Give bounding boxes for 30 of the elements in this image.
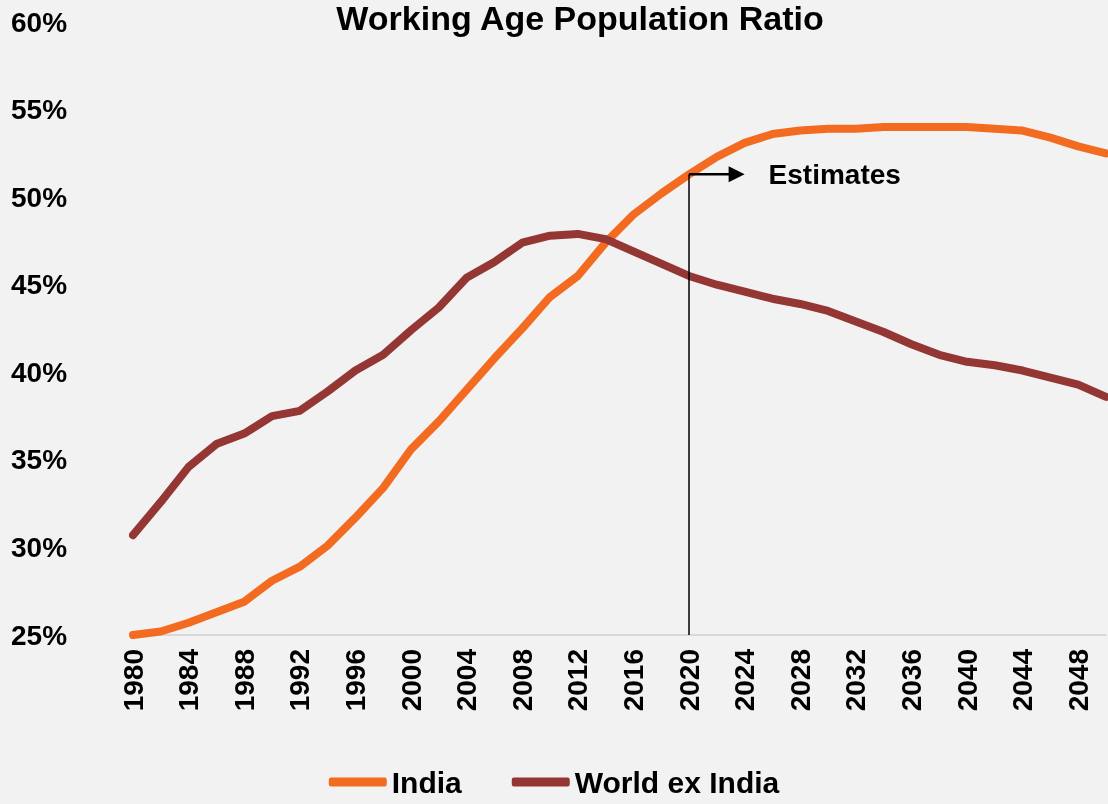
x-tick-label: 2048 xyxy=(1062,649,1094,712)
x-tick-label: 1988 xyxy=(228,649,260,712)
x-tick-label: 1984 xyxy=(173,648,205,712)
x-tick-label: 2008 xyxy=(506,649,538,712)
x-tick-label: 2032 xyxy=(840,649,872,712)
y-tick-label: 40% xyxy=(11,356,68,388)
legend-label: World ex India xyxy=(574,765,780,799)
x-tick-label: 2028 xyxy=(784,649,816,712)
x-tick-label: 2024 xyxy=(729,648,761,712)
x-tick-label: 2012 xyxy=(562,649,594,712)
y-tick-label: 50% xyxy=(11,181,68,213)
x-tick-label: 2000 xyxy=(395,649,427,712)
y-tick-label: 25% xyxy=(11,619,68,651)
legend-label: India xyxy=(391,765,463,799)
ref-line-label: Estimates xyxy=(768,159,901,191)
x-tick-label: 2044 xyxy=(1007,648,1039,712)
chart-title: Working Age Population Ratio xyxy=(336,0,824,37)
x-tick-label: 1992 xyxy=(284,649,316,712)
x-tick-label: 2036 xyxy=(895,649,927,712)
x-tick-label: 2016 xyxy=(617,649,649,712)
x-tick-label: 1980 xyxy=(117,649,149,712)
y-tick-label: 60% xyxy=(11,6,68,38)
x-tick-label: 2020 xyxy=(673,649,705,712)
y-tick-label: 35% xyxy=(11,444,68,476)
y-tick-label: 45% xyxy=(11,269,68,301)
x-tick-label: 2040 xyxy=(951,649,983,712)
y-tick-label: 55% xyxy=(11,94,68,126)
x-tick-label: 2004 xyxy=(451,648,483,712)
y-tick-label: 30% xyxy=(11,531,68,563)
x-tick-label: 1996 xyxy=(339,649,371,712)
